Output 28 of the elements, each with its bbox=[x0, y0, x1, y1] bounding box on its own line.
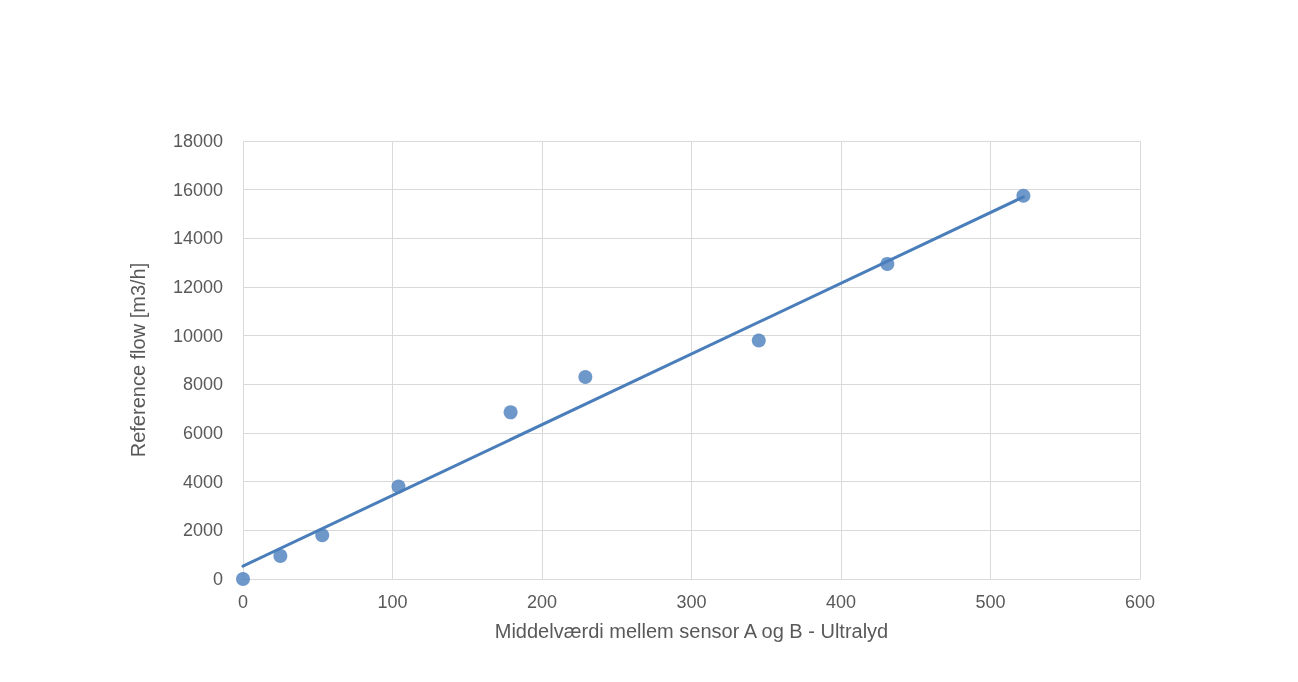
y-tick-label: 6000 bbox=[182, 423, 223, 443]
x-tick-label: 300 bbox=[676, 592, 707, 612]
x-axis-title: Middelværdi mellem sensor A og B - Ultralyd bbox=[494, 620, 889, 642]
y-tick-label: 10000 bbox=[172, 325, 223, 346]
x-tick-label: 500 bbox=[975, 592, 1006, 612]
x-tick-label: 0 bbox=[237, 592, 249, 612]
y-tick-label: 2000 bbox=[182, 520, 223, 541]
y-tick-label: 8000 bbox=[182, 374, 223, 395]
point bbox=[578, 370, 593, 385]
y-tick-label: 12000 bbox=[172, 277, 223, 297]
point bbox=[503, 405, 518, 420]
x-tick-label: 100 bbox=[377, 592, 408, 612]
point bbox=[391, 479, 406, 494]
point bbox=[880, 256, 895, 271]
point bbox=[273, 548, 288, 563]
y-tick-label: 4000 bbox=[182, 471, 223, 492]
y-tick-label: 18000 bbox=[172, 131, 223, 151]
point bbox=[1016, 188, 1031, 203]
y-tick-label: 16000 bbox=[172, 179, 223, 200]
y-axis-title: Reference flow [m3/h] bbox=[127, 262, 149, 458]
x-tick-label: 200 bbox=[526, 592, 558, 612]
x-tick-label: 400 bbox=[825, 592, 857, 612]
y-tick-label: 14000 bbox=[172, 228, 223, 249]
point bbox=[315, 528, 330, 543]
x-tick-label: 600 bbox=[1124, 592, 1156, 612]
y-tick-label: 0 bbox=[212, 569, 223, 589]
point bbox=[751, 333, 766, 348]
point bbox=[236, 572, 250, 586]
